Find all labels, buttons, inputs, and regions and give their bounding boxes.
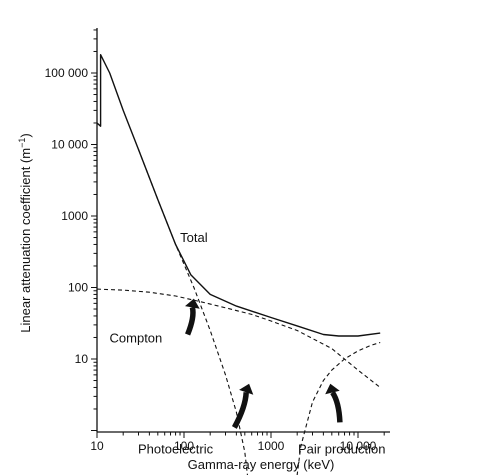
photoelectric-arrow-head xyxy=(239,383,254,395)
axes: 10 100 1000 10 000 10 100 1000 10 000 100 000 xyxy=(45,28,390,453)
x-tick-label: 10 000 xyxy=(340,439,377,453)
compton-arrow-shaft xyxy=(185,306,196,336)
y-tick-label: 1000 xyxy=(61,209,88,223)
y-tick-label: 10 000 xyxy=(51,138,88,152)
photoelectric-label: Photoelectric xyxy=(138,441,214,456)
y-axis-title-close: ) xyxy=(18,133,33,137)
compton-curve xyxy=(96,288,381,388)
y-tick-label: 10 xyxy=(75,352,89,366)
total-curve xyxy=(96,54,381,337)
y-tick-label: 100 xyxy=(68,281,88,295)
x-tick-label: 100 xyxy=(174,439,194,453)
arrows xyxy=(185,298,343,429)
pair-production-arrow-head xyxy=(325,383,340,395)
photoelectric-arrow-shaft xyxy=(231,392,249,429)
pair-production-curve xyxy=(296,341,381,475)
y-tick-label: 100 000 xyxy=(45,66,89,80)
curves xyxy=(96,54,381,475)
x-tick-label: 10 xyxy=(90,439,104,453)
pair-production-label: Pair production xyxy=(298,441,385,456)
y-axis-title-main: Linear attenuation coefficient (m xyxy=(18,148,33,333)
y-axis-title-sup: −1 xyxy=(17,138,27,148)
compton-label: Compton xyxy=(110,331,163,346)
pair-production-arrow-shaft xyxy=(330,390,343,423)
x-tick-label: 1000 xyxy=(258,439,285,453)
x-axis-title: Gamma-ray energy (keV) xyxy=(188,457,335,472)
labels: Total Compton Photoelectric Pair production xyxy=(110,230,386,456)
total-label: Total xyxy=(180,230,208,245)
compton-arrow-head xyxy=(185,298,200,309)
y-axis-title: Linear attenuation coefficient (m−1) xyxy=(17,133,33,332)
